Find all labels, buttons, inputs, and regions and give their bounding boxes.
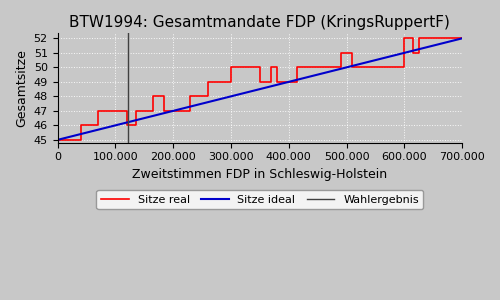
Sitze real xyxy=(402,37,407,40)
Sitze ideal xyxy=(386,55,392,58)
Sitze real xyxy=(416,37,422,40)
Sitze real xyxy=(54,138,60,142)
Sitze real xyxy=(132,124,138,127)
Sitze real xyxy=(188,109,194,113)
Line: Sitze ideal: Sitze ideal xyxy=(58,38,462,140)
Sitze real xyxy=(294,66,300,69)
Sitze real xyxy=(268,66,274,69)
Sitze real xyxy=(188,94,194,98)
Sitze real xyxy=(78,124,84,127)
Line: Sitze real: Sitze real xyxy=(58,38,462,140)
Sitze real xyxy=(274,80,280,84)
Legend: Sitze real, Sitze ideal, Wahlergebnis: Sitze real, Sitze ideal, Wahlergebnis xyxy=(96,190,423,209)
Sitze real xyxy=(274,66,280,69)
Sitze real xyxy=(228,80,234,84)
Sitze real xyxy=(124,124,130,127)
Sitze real xyxy=(350,51,356,55)
Sitze real xyxy=(162,109,168,113)
X-axis label: Zweitstimmen FDP in Schleswig-Holstein: Zweitstimmen FDP in Schleswig-Holstein xyxy=(132,168,388,181)
Sitze ideal xyxy=(274,83,280,87)
Sitze ideal xyxy=(246,90,252,94)
Sitze real xyxy=(228,66,234,69)
Sitze ideal xyxy=(459,37,465,40)
Sitze ideal xyxy=(249,89,255,93)
Sitze real xyxy=(95,124,101,127)
Sitze real xyxy=(95,109,101,113)
Sitze ideal xyxy=(54,138,60,142)
Y-axis label: Gesamtsitze: Gesamtsitze xyxy=(15,49,28,127)
Sitze real xyxy=(150,94,156,98)
Sitze real xyxy=(162,94,168,98)
Sitze real xyxy=(294,80,300,84)
Title: BTW1994: Gesamtmandate FDP (KringsRuppertF): BTW1994: Gesamtmandate FDP (KringsRupper… xyxy=(70,15,450,30)
Sitze real xyxy=(268,80,274,84)
Sitze real xyxy=(257,80,263,84)
Sitze real xyxy=(257,66,263,69)
Sitze real xyxy=(205,94,211,98)
Sitze real xyxy=(338,66,344,69)
Sitze real xyxy=(402,66,407,69)
Sitze real xyxy=(410,51,416,55)
Sitze real xyxy=(124,109,130,113)
Sitze real xyxy=(150,109,156,113)
Sitze real xyxy=(416,51,422,55)
Sitze real xyxy=(410,37,416,40)
Sitze ideal xyxy=(296,78,302,81)
Sitze real xyxy=(338,51,344,55)
Sitze real xyxy=(350,66,356,69)
Sitze ideal xyxy=(450,39,456,43)
Sitze real xyxy=(78,138,84,142)
Sitze real xyxy=(205,80,211,84)
Sitze real xyxy=(132,109,138,113)
Sitze real xyxy=(459,37,465,40)
